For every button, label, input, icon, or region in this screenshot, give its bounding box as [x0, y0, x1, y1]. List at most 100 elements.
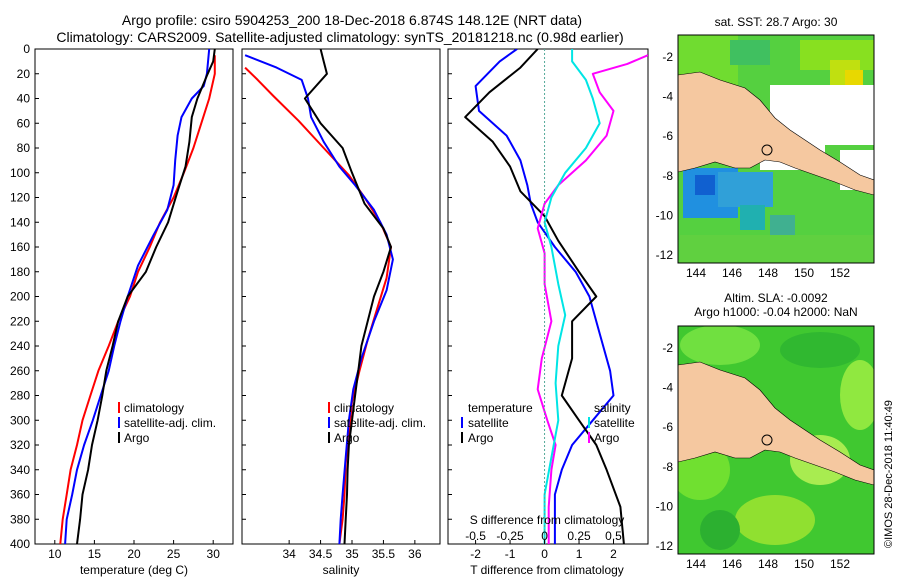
x-tick-label: 2 [610, 547, 617, 561]
s-difference-xaxis: -0.5 -0.25 0 0.25 0.5 [465, 529, 622, 543]
map-lat-label: -12 [656, 539, 674, 553]
map-lon-label: 146 [722, 557, 742, 571]
x-tick-label: 35 [345, 547, 359, 561]
salinity-legend: climatology satellite-adj. clim. Argo [328, 401, 426, 445]
depth-tick-label: 60 [17, 116, 31, 130]
s-tick-label: 0.25 [567, 529, 591, 543]
map-lon-label: 146 [722, 266, 742, 280]
depth-tick-label: 0 [23, 42, 30, 56]
s-tick-label: -0.5 [465, 529, 486, 543]
legend-satellite: satellite-adj. clim. [334, 416, 426, 430]
sla-map-frame [677, 325, 875, 555]
depth-tick-label: 180 [10, 265, 30, 279]
x-tick-label: -2 [470, 547, 481, 561]
x-tick-label: 20 [127, 547, 141, 561]
series-line-satellite [64, 49, 211, 544]
map-lat-label: -8 [662, 460, 673, 474]
depth-axis: 0 20 40 60 80 100 120 140 160 180 200 220 240 260 280 3… [10, 42, 30, 551]
temperature-xaxis: 10 15 20 25 30 [48, 540, 220, 561]
legend-s-argo: Argo [594, 431, 620, 445]
depth-tick-label: 160 [10, 240, 30, 254]
x-tick-label: 34.5 [309, 547, 333, 561]
depth-tick-label: 40 [17, 92, 31, 106]
x-tick-label: 15 [88, 547, 102, 561]
sla-map [678, 326, 874, 554]
difference-legend: temperature satellite Argo salinity sate… [461, 401, 635, 445]
temperature-panel [34, 48, 234, 545]
difference-panel [447, 48, 649, 545]
depth-tick-label: 200 [10, 290, 30, 304]
x-tick-label: -1 [505, 547, 516, 561]
title-line2: Climatology: CARS2009. Satellite-adjuste… [56, 29, 623, 45]
depth-tick-label: 400 [10, 537, 30, 551]
x-tick-label: 30 [207, 547, 221, 561]
series-line-argo [303, 49, 392, 544]
series-line-s-argo [543, 49, 601, 544]
series-line-t-argo [464, 49, 625, 544]
map-lon-label: 152 [830, 266, 850, 280]
series-line-climatology [59, 55, 216, 544]
depth-tick-label: 340 [10, 463, 30, 477]
legend-salinity: salinity [594, 401, 631, 415]
legend-t-satellite: satellite [468, 416, 509, 430]
legend-s-satellite: satellite [594, 416, 635, 430]
x-tick-label: 25 [167, 547, 181, 561]
salinity-lines [244, 49, 394, 544]
series-line-satellite [244, 54, 394, 544]
map-lat-label: -2 [662, 341, 673, 355]
map-lon-label: 148 [758, 266, 778, 280]
depth-tick-label: 100 [10, 166, 30, 180]
x-tick-label: 35.5 [372, 547, 396, 561]
x-tick-label: 0 [541, 547, 548, 561]
map-lat-label: -6 [662, 420, 673, 434]
s-tick-label: 0.5 [605, 529, 622, 543]
map-lon-label: 144 [686, 266, 706, 280]
depth-tick-label: 380 [10, 512, 30, 526]
map-lat-label: -12 [656, 248, 674, 262]
legend-climatology: climatology [124, 401, 184, 415]
sst-map-title: sat. SST: 28.7 Argo: 30 [715, 15, 838, 29]
map-lat-label: -10 [656, 208, 674, 222]
depth-tick-label: 260 [10, 364, 30, 378]
map-lat-label: -4 [662, 381, 673, 395]
map-lat-label: -8 [662, 169, 673, 183]
map-lon-label: 144 [686, 557, 706, 571]
depth-tick-label: 300 [10, 413, 30, 427]
depth-tick-label: 280 [10, 389, 30, 403]
title-line1: Argo profile: csiro 5904253_200 18-Dec-2… [122, 12, 582, 28]
legend-argo: Argo [334, 431, 360, 445]
sla-map-title1: Altim. SLA: -0.0092 [724, 291, 828, 305]
map-lon-label: 150 [794, 557, 814, 571]
sst-map [678, 35, 874, 263]
depth-tick-label: 360 [10, 488, 30, 502]
difference-lines [464, 49, 648, 544]
difference-xaxis: -2 -1 0 1 2 [470, 540, 617, 561]
s-tick-label: -0.25 [496, 529, 524, 543]
s-tick-label: 0 [541, 529, 548, 543]
x-tick-label: 10 [48, 547, 62, 561]
legend-t-argo: Argo [468, 431, 494, 445]
map-lon-label: 148 [758, 557, 778, 571]
map-lat-label: -4 [662, 90, 673, 104]
depth-tick-label: 120 [10, 191, 30, 205]
x-tick-label: 34 [282, 547, 296, 561]
salinity-xaxis: 34 34.5 35 35.5 36 [282, 540, 422, 561]
depth-tick-label: 220 [10, 314, 30, 328]
depth-tick-label: 240 [10, 339, 30, 353]
salinity-xlabel: salinity [323, 563, 360, 577]
x-tick-label: 1 [576, 547, 583, 561]
map-lat-label: -10 [656, 499, 674, 513]
imos-credit: ©IMOS 28-Dec-2018 11:40:49 [883, 400, 895, 548]
temperature-legend: climatology satellite-adj. clim. Argo [118, 401, 216, 445]
salinity-panel [241, 48, 441, 545]
depth-tick-label: 80 [17, 141, 31, 155]
sst-map-frame [677, 34, 875, 264]
sla-map-title2: Argo h1000: -0.04 h2000: NaN [694, 305, 857, 319]
legend-argo: Argo [124, 431, 150, 445]
map-lat-label: -2 [662, 50, 673, 64]
legend-temperature: temperature [468, 401, 533, 415]
temperature-xlabel: temperature (deg C) [80, 563, 188, 577]
depth-tick-label: 320 [10, 438, 30, 452]
depth-tick-label: 20 [17, 67, 31, 81]
